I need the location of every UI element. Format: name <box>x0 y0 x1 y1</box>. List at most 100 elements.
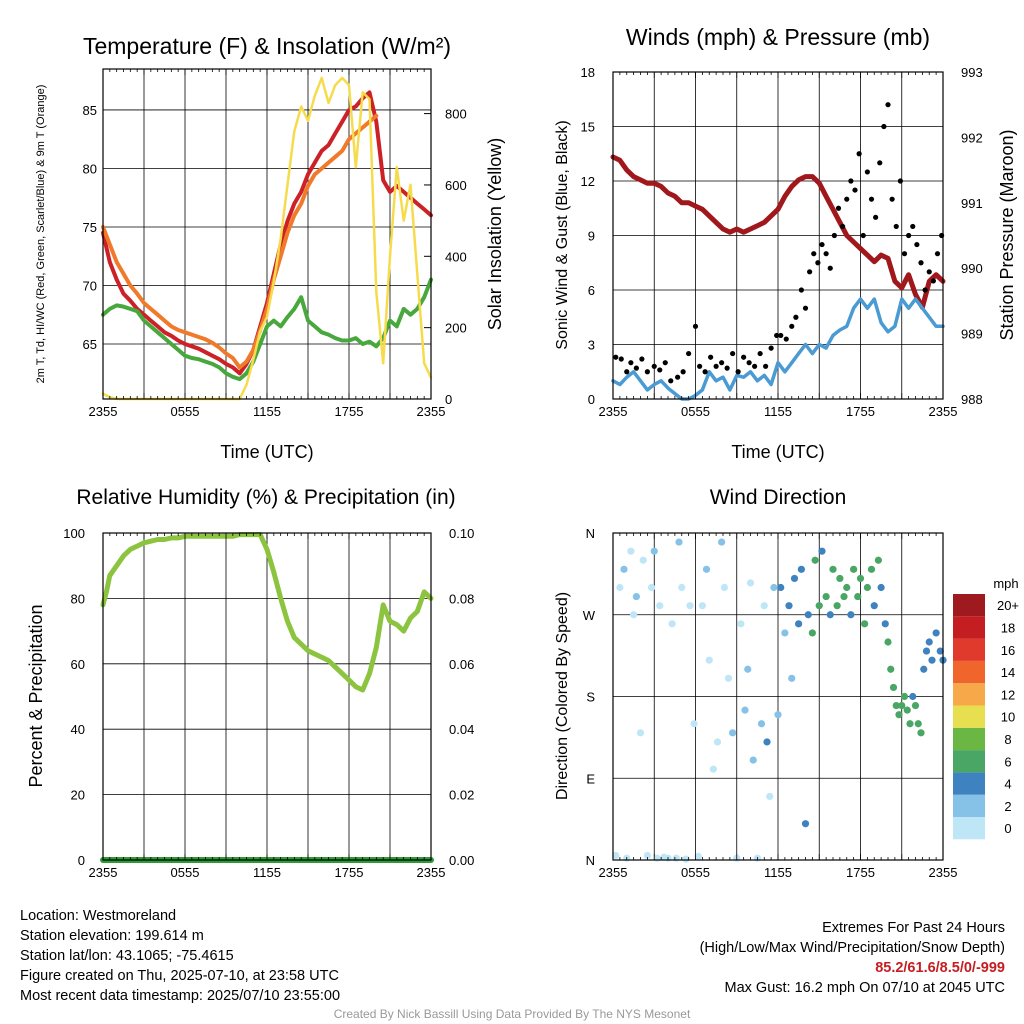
y2-tick-label: 992 <box>961 130 983 145</box>
direction-point <box>797 565 805 573</box>
gust-point <box>644 369 650 375</box>
gust-point <box>914 241 920 248</box>
direction-point <box>925 638 933 646</box>
direction-point <box>920 665 928 673</box>
direction-point <box>874 556 882 564</box>
direction-point <box>709 765 717 773</box>
direction-point <box>815 602 823 610</box>
chart-title: Temperature (F) & Insolation (W/m²) <box>83 33 451 59</box>
y2-tick-label: 990 <box>961 261 983 276</box>
x-tick-label: 1755 <box>846 865 875 880</box>
colorbar-label: 10 <box>1001 710 1015 725</box>
chart-title: Winds (mph) & Pressure (mb) <box>626 24 930 50</box>
y2-tick-label: 988 <box>961 392 983 407</box>
gust-point <box>934 251 941 257</box>
extremes-title: Extremes For Past 24 Hours <box>822 920 1005 936</box>
direction-point <box>836 574 844 583</box>
y2-tick-label: 0.08 <box>449 591 474 606</box>
gust-point <box>885 102 891 108</box>
direction-point <box>668 620 676 628</box>
chart-title: Wind Direction <box>710 486 847 509</box>
direction-point <box>801 820 810 828</box>
y-tick-label: N <box>586 526 595 541</box>
direction-point <box>833 602 841 610</box>
chart-title: Relative Humidity (%) & Precipitation (i… <box>76 486 455 509</box>
direction-point <box>686 602 694 610</box>
gust-point <box>783 336 789 342</box>
colorbar-swatch <box>953 594 985 617</box>
direction-point <box>724 674 733 682</box>
gust-point <box>840 223 846 230</box>
y-tick-label: 60 <box>71 657 85 672</box>
gust-point <box>815 260 821 266</box>
direction-point <box>702 565 711 573</box>
y2-axis-label: Solar Insolation (Yellow) <box>485 138 505 330</box>
x-tick-label: 1155 <box>764 865 792 880</box>
gust-point <box>906 232 912 239</box>
direction-point <box>826 611 834 619</box>
gust-point <box>922 287 928 293</box>
gust-point <box>662 360 668 366</box>
colorbar-label: 14 <box>1001 665 1015 680</box>
x-tick-label: 2355 <box>417 404 446 419</box>
gust-point <box>868 196 875 202</box>
direction-point <box>936 647 944 655</box>
x-tick-label: 0555 <box>171 404 200 419</box>
direction-point <box>737 620 745 628</box>
figure-created: Figure created on Thu, 2025-07-10, at 23… <box>20 968 339 984</box>
direction-point <box>698 602 706 610</box>
direction-point <box>720 583 728 592</box>
y-tick-label: S <box>586 690 595 705</box>
gust-point <box>778 332 784 339</box>
gust-point <box>827 265 833 271</box>
gust-point <box>881 123 887 130</box>
x-tick-label: 2355 <box>89 865 118 880</box>
direction-point <box>795 620 803 628</box>
gust-point <box>852 187 858 193</box>
y-tick-label: 3 <box>588 338 595 353</box>
direction-point <box>763 738 771 746</box>
direction-point <box>620 565 628 573</box>
y2-tick-label: 0.00 <box>449 853 474 868</box>
gust-point <box>873 214 879 220</box>
direction-point <box>690 720 698 728</box>
gust-point <box>724 365 730 371</box>
direction-point <box>917 729 925 737</box>
y-tick-label: N <box>586 853 595 868</box>
direction-point <box>682 855 690 863</box>
gust-point <box>752 363 758 369</box>
gust-point <box>613 354 619 360</box>
gust-point <box>811 251 817 257</box>
colorbar-swatch <box>953 616 985 639</box>
y-tick-label: 6 <box>588 283 595 298</box>
series-line-maroon <box>610 154 946 310</box>
direction-point <box>705 656 713 664</box>
gust-point <box>864 169 870 175</box>
direction-point <box>850 565 858 573</box>
gust-point <box>746 360 752 366</box>
gust-point <box>877 160 883 166</box>
direction-point <box>774 711 782 719</box>
gust-point <box>802 305 809 311</box>
x-tick-label: 2355 <box>417 865 446 880</box>
y-tick-label: 65 <box>83 337 97 352</box>
colorbar-label: 16 <box>1001 643 1015 658</box>
gust-point <box>823 251 829 257</box>
y-tick-label: W <box>583 608 596 623</box>
gust-point <box>831 232 837 239</box>
direction-point <box>760 602 768 610</box>
gust-point <box>930 278 936 284</box>
colorbar-label: 6 <box>1004 754 1011 769</box>
direction-point <box>903 706 911 714</box>
gust-point <box>844 196 850 202</box>
gust-point <box>692 323 699 329</box>
x-tick-label: 2355 <box>599 865 628 880</box>
colorbar-swatch <box>953 794 985 817</box>
gust-point <box>918 260 924 266</box>
direction-point <box>718 538 726 546</box>
gust-point <box>618 356 624 362</box>
direction-point <box>643 851 651 860</box>
series-line-rh <box>100 532 434 693</box>
y-tick-label: 18 <box>581 65 595 80</box>
gust-point <box>735 369 741 375</box>
